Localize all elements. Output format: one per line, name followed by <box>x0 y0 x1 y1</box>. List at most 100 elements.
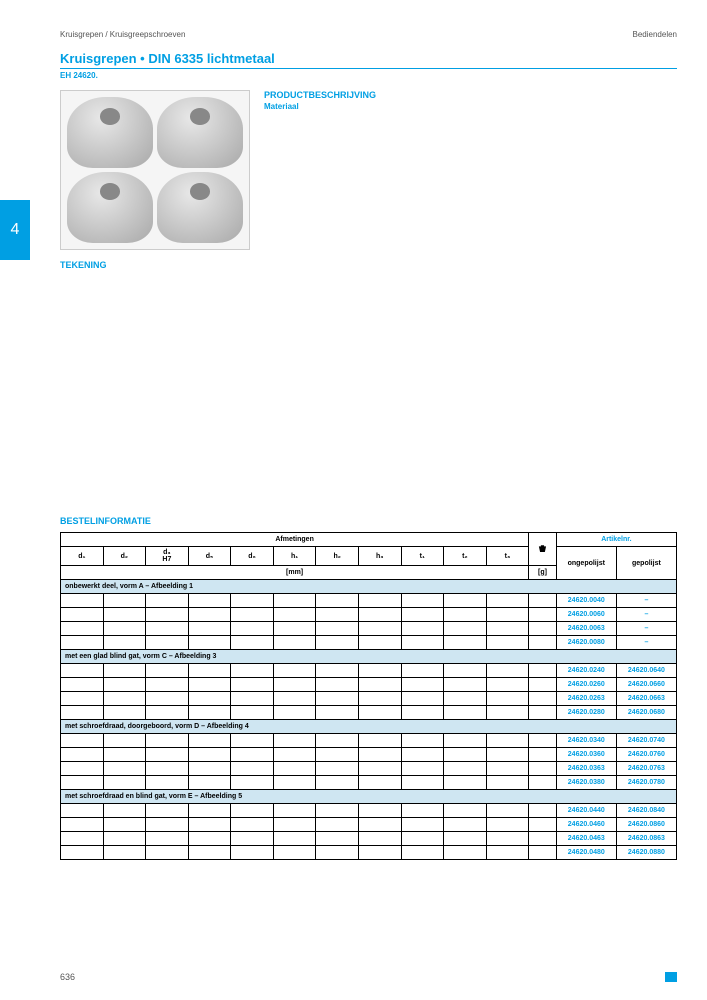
cell <box>146 678 189 692</box>
th-weight-icon <box>529 533 557 566</box>
section-title: met schroefdraad en blind gat, vorm E – … <box>61 790 677 804</box>
cell <box>316 734 359 748</box>
cell <box>188 776 231 790</box>
cell <box>188 678 231 692</box>
cell <box>61 608 104 622</box>
cell <box>146 636 189 650</box>
cell <box>316 832 359 846</box>
cell <box>61 748 104 762</box>
cell <box>103 622 146 636</box>
order-table: Afmetingen Artikelnr. d₁ d₂ d₃ H7 d₅ d₆ … <box>60 532 677 860</box>
th-t1: t₁ <box>401 547 444 566</box>
artno-gepolijst: 24620.0680 <box>616 706 676 720</box>
cell <box>188 608 231 622</box>
artno-ongepolijst: 24620.0480 <box>556 846 616 860</box>
header-left: Kruisgrepen / Kruisgreepschroeven <box>60 30 185 39</box>
artno-gepolijst: – <box>616 636 676 650</box>
th-ongepolijst: ongepolijst <box>556 547 616 580</box>
cell <box>358 846 401 860</box>
page-number: 636 <box>60 972 75 982</box>
cell <box>273 692 316 706</box>
knob-icon <box>67 172 153 243</box>
cell <box>316 636 359 650</box>
cell <box>358 818 401 832</box>
th-d3: d₃ H7 <box>146 547 189 566</box>
cell <box>273 622 316 636</box>
artno-gepolijst: 24620.0663 <box>616 692 676 706</box>
cell <box>231 804 274 818</box>
cell <box>273 608 316 622</box>
cell <box>103 748 146 762</box>
cell <box>444 846 487 860</box>
cell <box>529 594 557 608</box>
cell <box>273 664 316 678</box>
cell <box>188 594 231 608</box>
table-row: 24620.024024620.0640 <box>61 664 677 678</box>
artno-ongepolijst: 24620.0363 <box>556 762 616 776</box>
cell <box>231 594 274 608</box>
cell <box>401 762 444 776</box>
cell <box>444 678 487 692</box>
cell <box>188 762 231 776</box>
cell <box>103 762 146 776</box>
title-bar: Kruisgrepen • DIN 6335 lichtmetaal <box>60 51 677 69</box>
artno-gepolijst: – <box>616 608 676 622</box>
table-row: 24620.046324620.0863 <box>61 832 677 846</box>
cell <box>103 832 146 846</box>
cell <box>486 692 529 706</box>
product-image <box>60 90 250 250</box>
cell <box>529 832 557 846</box>
th-h2: h₂ <box>316 547 359 566</box>
cell <box>444 664 487 678</box>
artno-gepolijst: 24620.0863 <box>616 832 676 846</box>
cell <box>401 692 444 706</box>
cell <box>103 706 146 720</box>
cell <box>146 608 189 622</box>
cell <box>444 608 487 622</box>
artno-gepolijst: 24620.0640 <box>616 664 676 678</box>
cell <box>61 818 104 832</box>
cell <box>358 776 401 790</box>
cell <box>444 594 487 608</box>
cell <box>486 748 529 762</box>
cell <box>316 706 359 720</box>
cell <box>146 776 189 790</box>
artno-ongepolijst: 24620.0060 <box>556 608 616 622</box>
artno-ongepolijst: 24620.0080 <box>556 636 616 650</box>
cell <box>188 622 231 636</box>
table-row: 24620.0040– <box>61 594 677 608</box>
cell <box>231 692 274 706</box>
cell <box>401 818 444 832</box>
cell <box>188 734 231 748</box>
cell <box>529 636 557 650</box>
cell <box>273 818 316 832</box>
artno-ongepolijst: 24620.0040 <box>556 594 616 608</box>
cell <box>486 594 529 608</box>
cell <box>401 748 444 762</box>
cell <box>231 608 274 622</box>
artno-gepolijst: 24620.0763 <box>616 762 676 776</box>
cell <box>316 748 359 762</box>
cell <box>529 846 557 860</box>
artno-gepolijst: 24620.0660 <box>616 678 676 692</box>
cell <box>401 622 444 636</box>
cell <box>444 692 487 706</box>
cell <box>316 818 359 832</box>
cell <box>61 846 104 860</box>
cell <box>61 776 104 790</box>
artno-gepolijst: 24620.0760 <box>616 748 676 762</box>
cell <box>444 734 487 748</box>
cell <box>103 594 146 608</box>
cell <box>486 678 529 692</box>
th-d2: d₂ <box>103 547 146 566</box>
cell <box>103 776 146 790</box>
artno-ongepolijst: 24620.0460 <box>556 818 616 832</box>
cell <box>231 706 274 720</box>
artno-ongepolijst: 24620.0463 <box>556 832 616 846</box>
cell <box>231 636 274 650</box>
cell <box>273 594 316 608</box>
cell <box>103 608 146 622</box>
cell <box>529 608 557 622</box>
cell <box>358 636 401 650</box>
cell <box>486 664 529 678</box>
